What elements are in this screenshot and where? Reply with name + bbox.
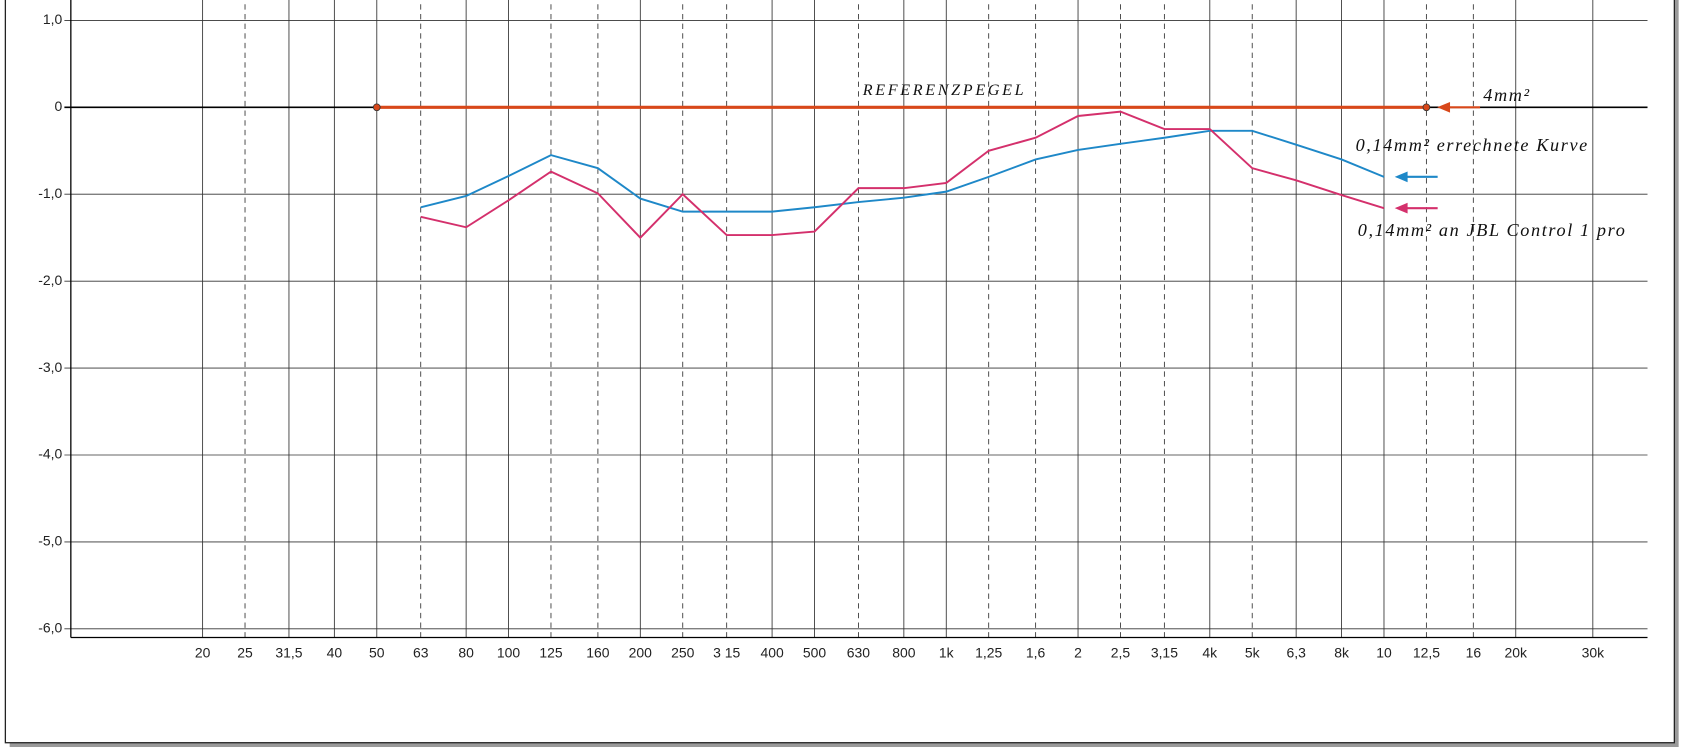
x-tick-label: 500 xyxy=(803,644,827,660)
legend-arrowhead xyxy=(1437,101,1451,113)
x-tick-label: 50 xyxy=(369,644,385,660)
x-tick-label: 2 xyxy=(1074,644,1082,660)
point xyxy=(372,103,381,112)
legend-label: 0,14mm² errechnete Kurve xyxy=(1356,135,1589,155)
x-tick-label: 630 xyxy=(847,644,871,660)
x-tick-label: 63 xyxy=(413,644,429,660)
x-tick-label: 3 15 xyxy=(713,644,740,660)
legend-arrowhead xyxy=(1394,202,1408,214)
series-line xyxy=(420,129,1385,213)
legend-label: 0,14mm² an JBL Control 1 pro xyxy=(1358,220,1627,240)
chart-body: REFERENZPEGEL 20 25 31,5 40 50 63 80 100 125 160 2… xyxy=(4,0,1679,748)
x-tick-label: 16 xyxy=(1466,644,1482,660)
x-tick-label: 1,6 xyxy=(1026,644,1046,660)
x-tick-label: 2,5 xyxy=(1111,644,1131,660)
y-tick-label: -2,0 xyxy=(38,272,62,288)
y-tick-label: 0 xyxy=(54,98,62,114)
x-tick-label: 4k xyxy=(1202,644,1217,660)
y-tick-label: -5,0 xyxy=(38,533,62,549)
series-line xyxy=(420,110,1385,240)
x-tick-label: 100 xyxy=(497,644,521,660)
x-tick-label: 10 xyxy=(1376,644,1392,660)
x-tick-label: 20k xyxy=(1505,644,1528,660)
x-tick-label: 1,25 xyxy=(975,644,1002,660)
y-tick-label: -1,0 xyxy=(38,185,62,201)
point xyxy=(1422,103,1431,112)
x-tick-label: 20 xyxy=(195,644,211,660)
x-tick-label: 8k xyxy=(1334,644,1349,660)
legend-label: 4mm² xyxy=(1483,85,1530,105)
y-tick-label: 1,0 xyxy=(43,11,63,27)
x-tick-label: 200 xyxy=(629,644,653,660)
annotation: REFERENZPEGEL xyxy=(862,82,1027,99)
x-tick-label: 125 xyxy=(539,644,563,660)
x-tick-label: 1k xyxy=(939,644,954,660)
x-tick-label: 30k xyxy=(1582,644,1605,660)
y-tick-label: -3,0 xyxy=(38,359,62,375)
x-tick-label: 5k xyxy=(1245,644,1260,660)
x-tick-label: 25 xyxy=(237,644,253,660)
x-tick-label: 400 xyxy=(760,644,784,660)
x-tick-label: 80 xyxy=(458,644,474,660)
x-tick-label: 160 xyxy=(586,644,610,660)
x-tick-label: 12,5 xyxy=(1413,644,1440,660)
x-tick-label: 3,15 xyxy=(1151,644,1178,660)
y-tick-label: -6,0 xyxy=(38,620,62,636)
frame xyxy=(4,0,1675,744)
x-tick-label: 40 xyxy=(327,644,343,660)
x-tick-label: 800 xyxy=(892,644,916,660)
legend-arrowhead xyxy=(1394,171,1408,183)
y-tick-label: -4,0 xyxy=(38,446,62,462)
x-tick-label: 6,3 xyxy=(1286,644,1306,660)
x-tick-label: 250 xyxy=(671,644,695,660)
x-tick-label: 31,5 xyxy=(275,644,302,660)
